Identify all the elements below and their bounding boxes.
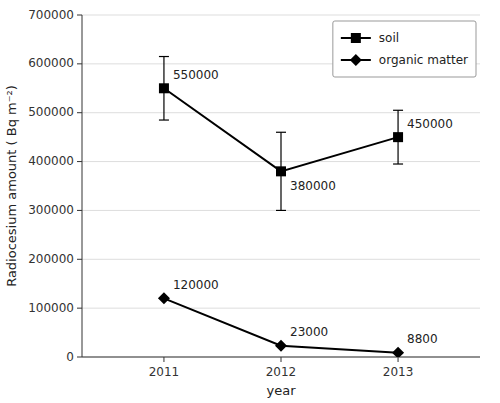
grid-line xyxy=(82,112,480,113)
y-tick xyxy=(77,259,82,260)
legend-label: soil xyxy=(379,31,399,45)
marks xyxy=(158,57,404,357)
grid-line xyxy=(82,210,480,211)
y-tick-label: 0 xyxy=(66,350,74,364)
axes: 0 100000 200000 300000 400000 500000 600000 700… xyxy=(28,8,480,380)
data-label: 8800 xyxy=(407,332,438,346)
y-tick-label: 300000 xyxy=(28,203,74,217)
x-tick xyxy=(398,357,399,362)
data-label: 380000 xyxy=(290,179,336,193)
x-tick-label: 2013 xyxy=(383,365,414,379)
error-bar xyxy=(276,132,286,210)
y-tick xyxy=(77,357,82,358)
x-axis-label: year xyxy=(266,383,296,398)
y-tick-label: 700000 xyxy=(28,8,74,22)
marker xyxy=(393,132,403,142)
legend-swatch-marker xyxy=(351,33,361,43)
x-tick xyxy=(163,357,164,362)
legend-item: organic matter xyxy=(341,53,468,67)
legend-item: soil xyxy=(341,31,399,45)
data-label: 550000 xyxy=(173,68,219,82)
y-tick xyxy=(77,210,82,211)
data-label: 23000 xyxy=(290,325,328,339)
y-tick xyxy=(77,15,82,16)
data-label: 450000 xyxy=(407,117,453,131)
marker xyxy=(392,347,404,357)
grid xyxy=(82,15,480,357)
series xyxy=(159,57,403,211)
chart: 0 100000 200000 300000 400000 500000 600000 700… xyxy=(0,0,500,403)
legend-swatch-marker xyxy=(350,54,362,66)
y-tick xyxy=(77,161,82,162)
y-tick-label: 400000 xyxy=(28,154,74,168)
legend-box xyxy=(333,21,476,77)
x-tick xyxy=(281,357,282,362)
y-axis-line xyxy=(82,15,83,357)
marker xyxy=(158,292,170,304)
legend-label: organic matter xyxy=(379,53,468,67)
grid-line xyxy=(82,308,480,309)
marker xyxy=(276,166,286,176)
x-tick-label: 2012 xyxy=(266,365,297,379)
y-tick-label: 500000 xyxy=(28,105,74,119)
y-tick-label: 600000 xyxy=(28,56,74,70)
grid-line xyxy=(82,15,480,16)
y-tick-label: 100000 xyxy=(28,301,74,315)
marker xyxy=(159,83,169,93)
data-labels: 550000 380000 450000 120000 23000 8800 xyxy=(173,68,453,346)
y-tick xyxy=(77,308,82,309)
y-tick-label: 200000 xyxy=(28,252,74,266)
x-tick-label: 2011 xyxy=(149,365,180,379)
line xyxy=(164,298,398,352)
series xyxy=(158,292,404,357)
y-axis-label: Radiocesium amount ( Bq m⁻²) xyxy=(4,85,19,287)
grid-line xyxy=(82,259,480,260)
marker xyxy=(275,340,287,352)
data-label: 120000 xyxy=(173,278,219,292)
legend: soil organic matter xyxy=(333,21,476,77)
y-tick xyxy=(77,112,82,113)
error-bar xyxy=(159,57,169,121)
error-bar xyxy=(393,110,403,164)
y-tick xyxy=(77,63,82,64)
